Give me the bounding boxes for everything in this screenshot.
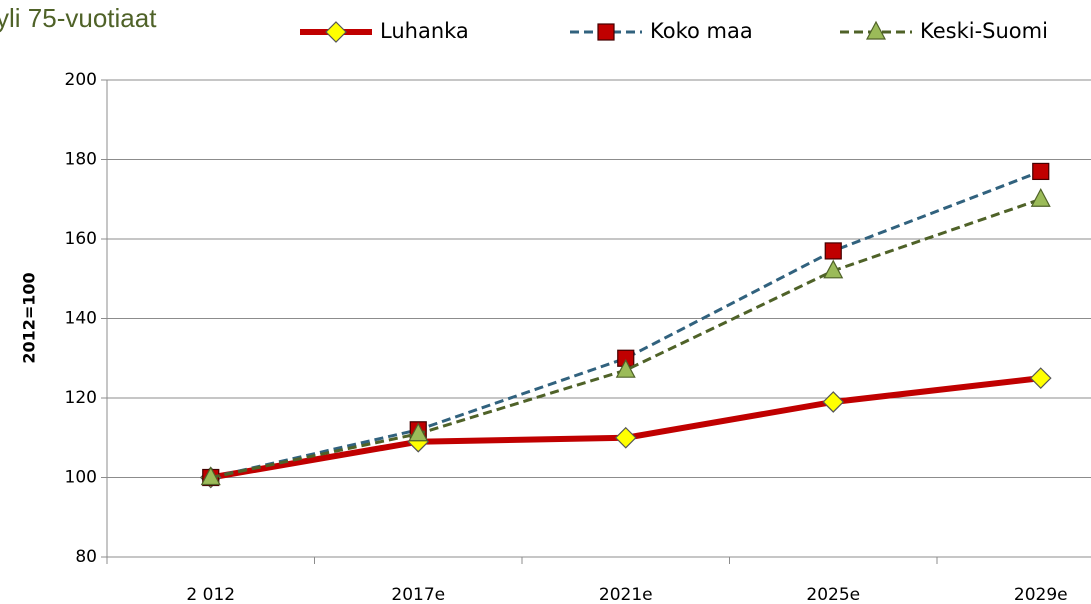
x-tick-label: 2029e — [1014, 585, 1068, 604]
y-axis-label: 2012=100 — [20, 272, 39, 363]
y-tick-label: 140 — [65, 309, 97, 329]
x-tick-label: 2021e — [599, 585, 653, 604]
legend-label: Keski-Suomi — [920, 19, 1048, 43]
legend-marker — [597, 23, 615, 41]
data-point — [1030, 187, 1051, 207]
y-tick-label: 120 — [65, 388, 97, 408]
legend-label: Koko maa — [650, 19, 753, 43]
series-line — [210, 197, 1042, 479]
data-point — [822, 391, 845, 413]
y-tick-label: 80 — [75, 547, 97, 567]
data-point — [823, 259, 844, 279]
data-point — [614, 426, 637, 449]
x-tick-label: 2 012 — [186, 585, 235, 604]
x-tick-label: 2017e — [391, 585, 445, 604]
data-point — [408, 422, 429, 442]
legend-label: Luhanka — [380, 19, 469, 43]
legend-marker — [325, 21, 347, 43]
y-tick-label: 180 — [65, 150, 97, 170]
data-point — [824, 242, 842, 260]
y-tick-label: 100 — [65, 468, 97, 488]
data-point — [200, 466, 221, 486]
x-tick-label: 2025e — [806, 585, 860, 604]
y-tick-label: 160 — [65, 229, 97, 249]
chart-title: yli 75-vuotiaat — [0, 3, 157, 33]
series-line — [210, 170, 1042, 479]
legend-marker — [866, 20, 886, 40]
data-point — [615, 358, 636, 378]
data-point — [1032, 162, 1050, 181]
data-point — [1029, 367, 1052, 389]
y-tick-label: 200 — [65, 70, 97, 90]
